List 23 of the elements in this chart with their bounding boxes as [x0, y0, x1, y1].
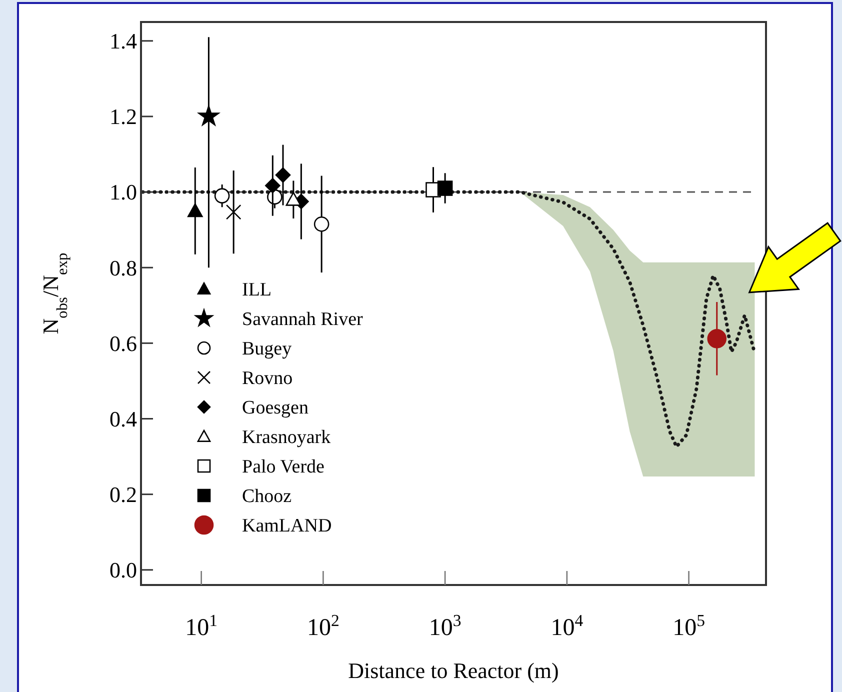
y-tick-label: 0.6 [110, 330, 137, 356]
x-tick-label: 10$^{1}$ [185, 610, 218, 641]
y-tick-label: 0.8 [110, 255, 137, 280]
y-tick-label: 0.2 [110, 482, 137, 508]
legend-label: Goesgen [242, 398, 309, 419]
legend-label: KamLAND [242, 516, 332, 537]
legend-label: Savannah River [242, 309, 364, 330]
legend-label: Krasnoyark [242, 427, 332, 448]
legend-label: ILL [242, 280, 272, 301]
legend-label: Chooz [242, 486, 292, 508]
legend-label: Rovno [242, 368, 293, 390]
x-tick-label: 10$^{4}$ [550, 610, 584, 641]
y-tick-label: 0.0 [110, 558, 137, 583]
legend-label: Palo Verde [242, 456, 324, 478]
y-tick-label: 0.4 [110, 406, 137, 432]
y-tick-label: 1.2 [110, 104, 137, 130]
y-tick-label: 1.0 [110, 180, 137, 205]
x-tick-label: 10$^{3}$ [428, 610, 462, 641]
legend-label: Bugey [242, 338, 292, 360]
y-tick-label: 1.4 [110, 28, 137, 54]
x-tick-label: 10$^{5}$ [672, 610, 705, 641]
x-axis-title: Distance to Reactor (m) [348, 658, 559, 683]
x-tick-label: 10$^{2}$ [306, 610, 340, 641]
